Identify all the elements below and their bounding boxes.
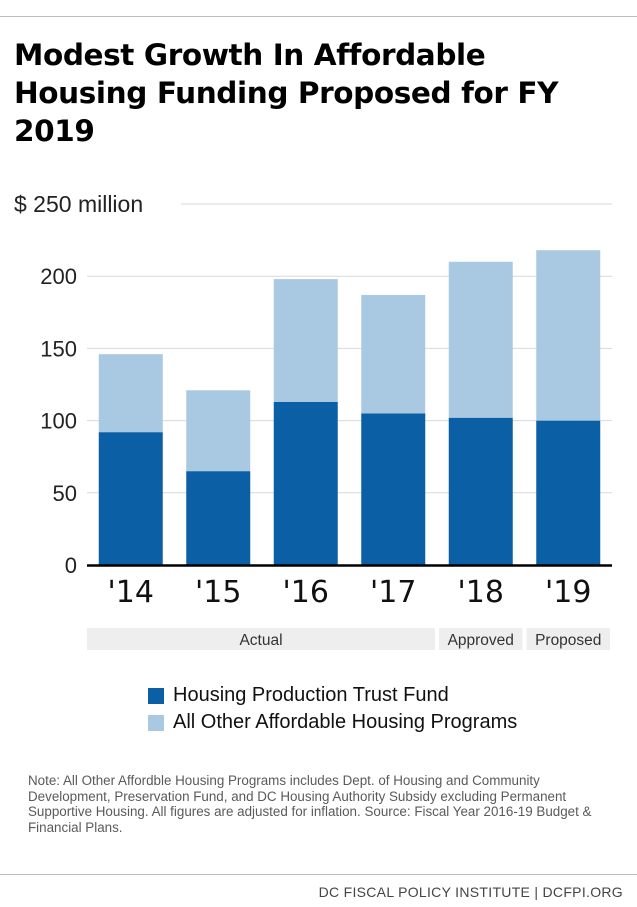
legend-item-trust-fund: Housing Production Trust Fund: [148, 682, 517, 709]
bar-trust-fund-5: [536, 420, 601, 565]
y-tick-label-0: 0: [65, 553, 77, 578]
bar-other-programs-2: [273, 279, 338, 402]
gridlines: [87, 203, 612, 494]
group-band-approved: [439, 628, 523, 650]
chart-title: Modest Growth In Affordable Housing Fund…: [14, 38, 559, 148]
footer-credit: DC FISCAL POLICY INSTITUTE | DCFPI.ORG: [318, 884, 623, 900]
y-tick-label-100: 100: [40, 409, 77, 434]
legend-swatch-other-programs: [148, 714, 164, 731]
bar-other-programs-4: [448, 261, 513, 418]
bar-trust-fund-0: [98, 432, 163, 565]
x-axis-ticks: '14 '15 '16 '17 '18 '19: [108, 575, 592, 610]
bar-trust-fund-4: [448, 417, 513, 565]
bar-other-programs-1: [186, 390, 251, 472]
bar-other-programs-3: [361, 294, 426, 414]
group-label-approved: Approved: [448, 632, 514, 649]
legend: Housing Production Trust Fund All Other …: [148, 682, 517, 736]
chart-note: Note: All Other Affordble Housing Progra…: [28, 773, 592, 835]
bottom-rule: [0, 874, 637, 875]
group-label-actual: Actual: [239, 632, 282, 649]
legend-label-other-programs: All Other Affordable Housing Programs: [173, 711, 518, 733]
y-tick-label-250: $ 250 million: [14, 191, 143, 217]
x-tick-label-3: '17: [370, 575, 416, 610]
legend-label-trust-fund: Housing Production Trust Fund: [173, 684, 449, 706]
group-band-actual: [87, 628, 435, 650]
bar-trust-fund-3: [361, 413, 426, 565]
bar-trust-fund-1: [186, 471, 251, 565]
group-label-proposed: Proposed: [535, 632, 601, 649]
y-tick-label-150: 150: [40, 336, 77, 361]
bar-other-programs-5: [536, 250, 601, 421]
x-tick-label-1: '15: [195, 575, 241, 610]
top-rule: [0, 16, 637, 17]
x-tick-label-0: '14: [108, 575, 154, 610]
y-tick-label-50: 50: [53, 481, 77, 506]
group-band-proposed: [526, 628, 610, 650]
y-tick-label-200: 200: [40, 264, 77, 289]
legend-item-other-programs: All Other Affordable Housing Programs: [148, 709, 517, 736]
bar-trust-fund-2: [273, 401, 338, 565]
bars: [98, 250, 601, 565]
y-axis-ticks: 0 50 100 150 200 $ 250 million: [14, 191, 143, 578]
bar-other-programs-0: [98, 354, 163, 433]
x-tick-label-4: '18: [458, 575, 504, 610]
x-tick-label-5: '19: [545, 575, 591, 610]
period-groups: Actual Approved Proposed: [87, 628, 610, 650]
x-tick-label-2: '16: [283, 575, 329, 610]
legend-swatch-trust-fund: [148, 687, 164, 704]
